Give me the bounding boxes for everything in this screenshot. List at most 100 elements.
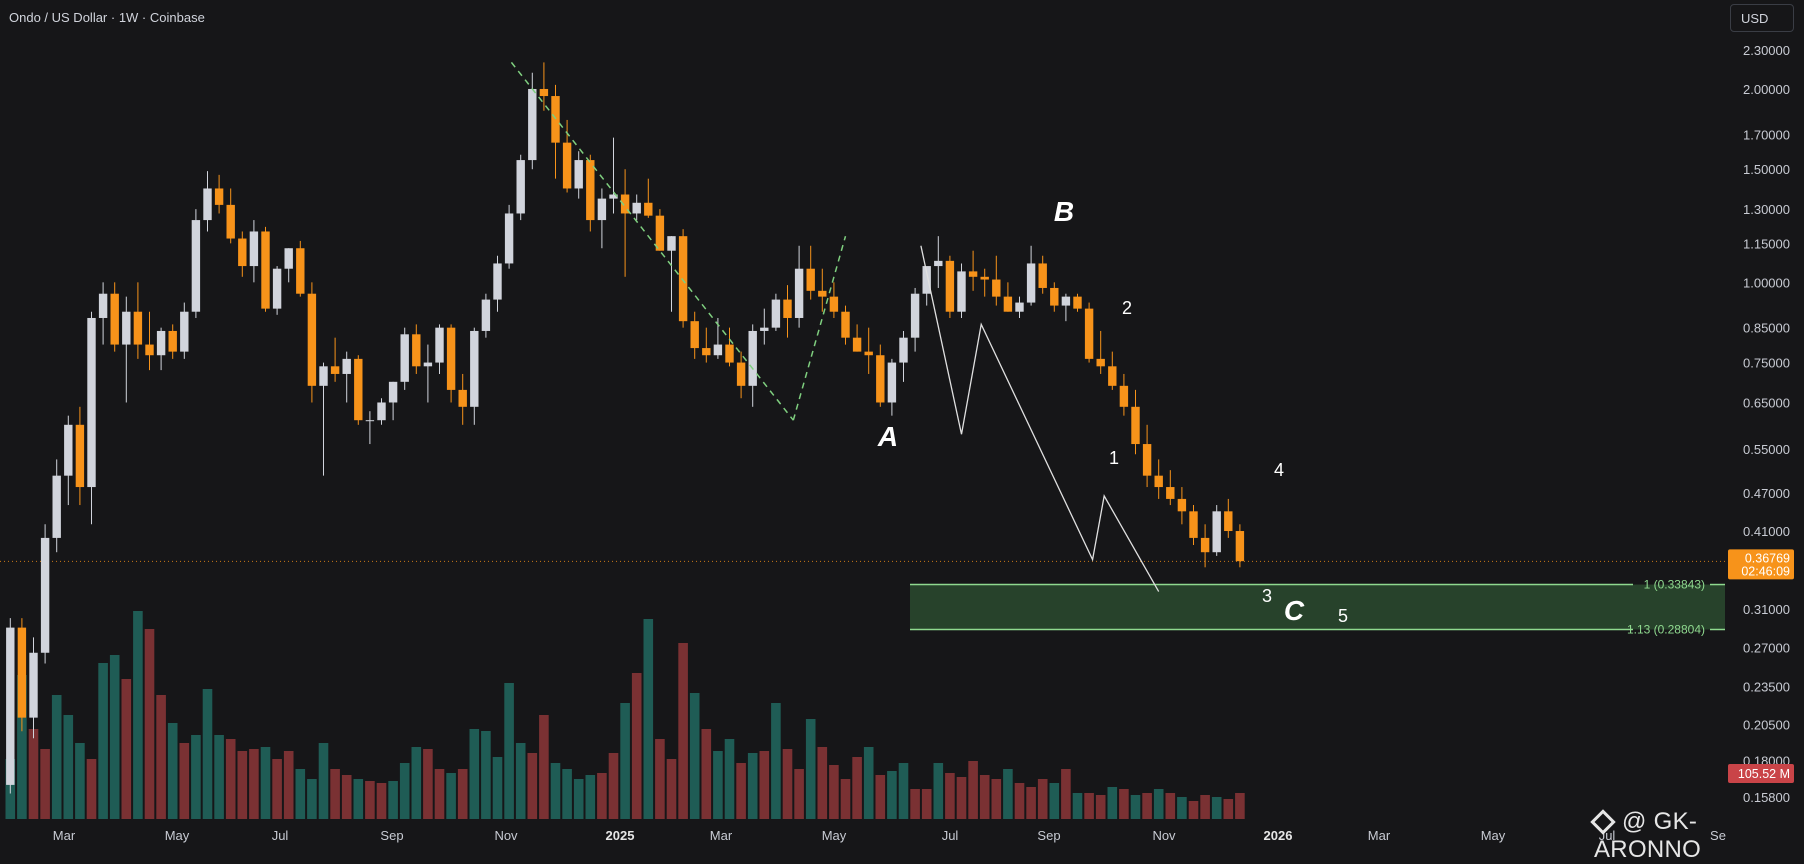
candle-body <box>110 293 119 345</box>
volume-bar <box>1095 795 1106 819</box>
candle-body <box>1189 511 1198 538</box>
candle-body <box>702 348 711 356</box>
candle-body <box>423 362 433 367</box>
price-axis-tick: 1.70000 <box>1743 127 1790 142</box>
price-axis-tick: 0.31000 <box>1743 602 1790 617</box>
volume-bar <box>759 751 770 819</box>
candle-body <box>922 266 931 294</box>
candle-body <box>945 260 955 312</box>
volume-bar <box>852 757 862 819</box>
volume-bar <box>1130 795 1141 819</box>
bar-countdown: 02:46:09 <box>1741 564 1790 578</box>
candle-body <box>516 160 525 214</box>
volume-bar <box>51 695 62 819</box>
volume-bar <box>1211 797 1222 819</box>
price-axis-tick: 0.41000 <box>1743 524 1790 539</box>
volume-bar <box>817 747 828 819</box>
volume-bar <box>109 655 120 819</box>
watermark: @ GK-ARONNO <box>1590 808 1804 864</box>
candle-body <box>1200 537 1210 553</box>
volume-bar <box>794 769 804 819</box>
candle-body <box>226 204 235 239</box>
volume-bar <box>747 753 758 819</box>
volume-bar <box>365 781 375 819</box>
candle-body <box>713 344 723 356</box>
volume-bar <box>689 693 700 819</box>
time-axis-tick: 2025 <box>606 828 635 843</box>
candle-body <box>1142 444 1152 476</box>
volume-bar <box>260 747 271 819</box>
candle-body <box>806 268 815 291</box>
candle-body <box>678 236 688 322</box>
volume-bar <box>724 739 735 819</box>
candle-body <box>272 268 282 309</box>
volume-bar <box>979 775 990 819</box>
price-axis-tick: 1.00000 <box>1743 275 1790 290</box>
wave-label-a: A <box>877 421 898 452</box>
volume-bar <box>75 743 85 819</box>
volume-bar <box>295 769 306 819</box>
price-axis-tick: 0.55000 <box>1743 442 1790 457</box>
time-axis-tick: Jul <box>942 828 959 843</box>
candle-body <box>551 96 560 143</box>
candle-body <box>168 330 177 352</box>
candle-body <box>1154 475 1163 488</box>
candle-body <box>783 299 792 318</box>
volume-bar <box>898 763 909 819</box>
candle-body <box>29 652 38 718</box>
candle-body <box>377 402 386 421</box>
candle-body <box>1026 263 1036 303</box>
candle-body <box>1212 511 1221 553</box>
time-axis-tick: Jul <box>1599 828 1616 843</box>
price-axis-tick: 0.65000 <box>1743 395 1790 410</box>
candle-body <box>864 351 873 356</box>
volume-bar <box>945 773 955 819</box>
volume-bar <box>829 765 839 819</box>
candle-body <box>319 366 328 386</box>
currency-selector-button[interactable]: USD <box>1730 4 1794 32</box>
time-axis-tick: 2026 <box>1264 828 1293 843</box>
candle-body <box>1015 302 1024 312</box>
candle-body <box>75 424 85 488</box>
candle-body <box>1096 358 1105 367</box>
volume-bar <box>910 789 920 819</box>
candle-body <box>992 279 1001 297</box>
candle-body <box>539 88 549 97</box>
volume-bar <box>573 779 584 819</box>
candle-body <box>133 311 143 345</box>
candle-body <box>1235 531 1245 562</box>
fib-level-label: 1.13 (0.28804) <box>1627 622 1705 636</box>
volume-bar <box>1014 783 1025 819</box>
volume-badge-bg <box>1728 764 1794 783</box>
volume-bars <box>5 611 1245 819</box>
volume-bar <box>1223 799 1234 819</box>
candle-body <box>87 317 96 488</box>
candle-body <box>1073 296 1082 309</box>
candle-body <box>1224 511 1233 532</box>
volume-bar <box>713 751 723 819</box>
fib-target-zone <box>910 584 1725 630</box>
volume-bar <box>411 747 422 819</box>
candle-body <box>156 330 166 356</box>
candle-body <box>330 366 340 374</box>
candle-body <box>365 420 375 422</box>
price-axis-tick: 0.75000 <box>1743 356 1790 371</box>
candle-body <box>458 389 467 407</box>
volume-bar <box>562 769 572 819</box>
volume-bar <box>214 735 224 819</box>
wave-c-impulse-line <box>920 245 1160 592</box>
current-price-value: 0.36769 <box>1745 551 1790 565</box>
candle-body <box>64 424 73 476</box>
price-axis-tick: 2.30000 <box>1743 43 1790 58</box>
volume-bar <box>1072 793 1083 819</box>
candle-body <box>910 293 920 338</box>
wave-label-2: 2 <box>1122 298 1132 318</box>
volume-bar <box>399 763 410 819</box>
candle-body <box>690 321 699 349</box>
candle-body <box>145 344 154 356</box>
volume-bar <box>608 753 619 819</box>
volume-bar <box>991 779 1002 819</box>
volume-bar <box>840 779 851 819</box>
volume-bar <box>666 759 677 819</box>
